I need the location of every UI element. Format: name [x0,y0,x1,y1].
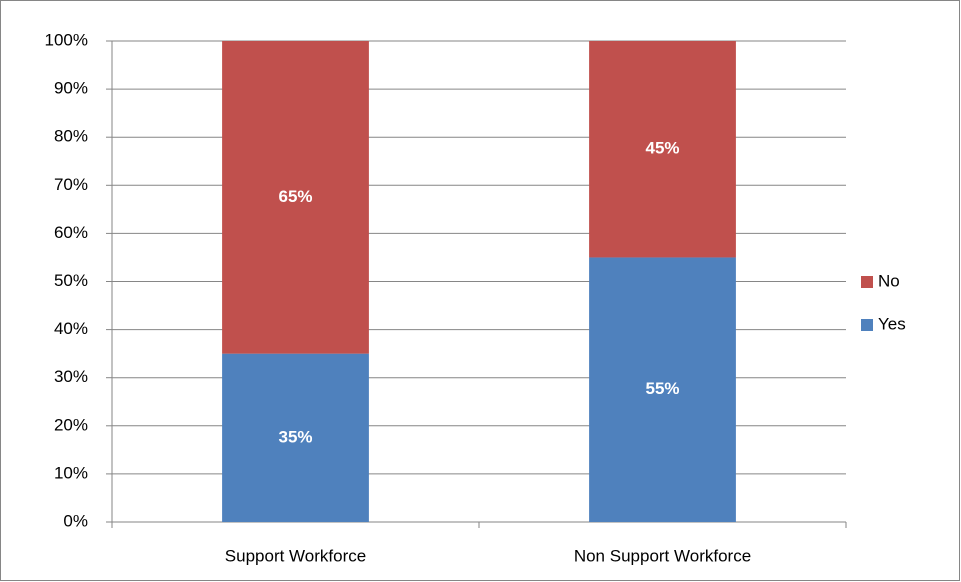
bar-segment [222,353,369,522]
y-tick-label: 10% [54,463,88,482]
y-tick-label: 100% [45,30,88,49]
x-tick-label: Non Support Workforce [574,546,751,565]
legend-label: No [878,271,900,290]
bar-segment [222,41,369,354]
data-label: 65% [278,187,312,206]
y-tick-label: 50% [54,271,88,290]
legend-label: Yes [878,314,906,333]
legend-swatch [861,276,873,288]
y-tick-label: 70% [54,175,88,194]
y-tick-label: 60% [54,223,88,242]
legend-swatch [861,319,873,331]
y-tick-label: 20% [54,415,88,434]
y-tick-label: 0% [63,511,88,530]
y-tick-label: 30% [54,367,88,386]
data-label: 35% [278,427,312,446]
y-tick-label: 40% [54,319,88,338]
data-label: 55% [645,379,679,398]
data-label: 45% [645,139,679,158]
bar-segment [589,41,736,258]
y-tick-label: 80% [54,127,88,146]
y-tick-label: 90% [54,79,88,98]
bar-segment [589,257,736,522]
x-tick-label: Support Workforce [225,546,366,565]
